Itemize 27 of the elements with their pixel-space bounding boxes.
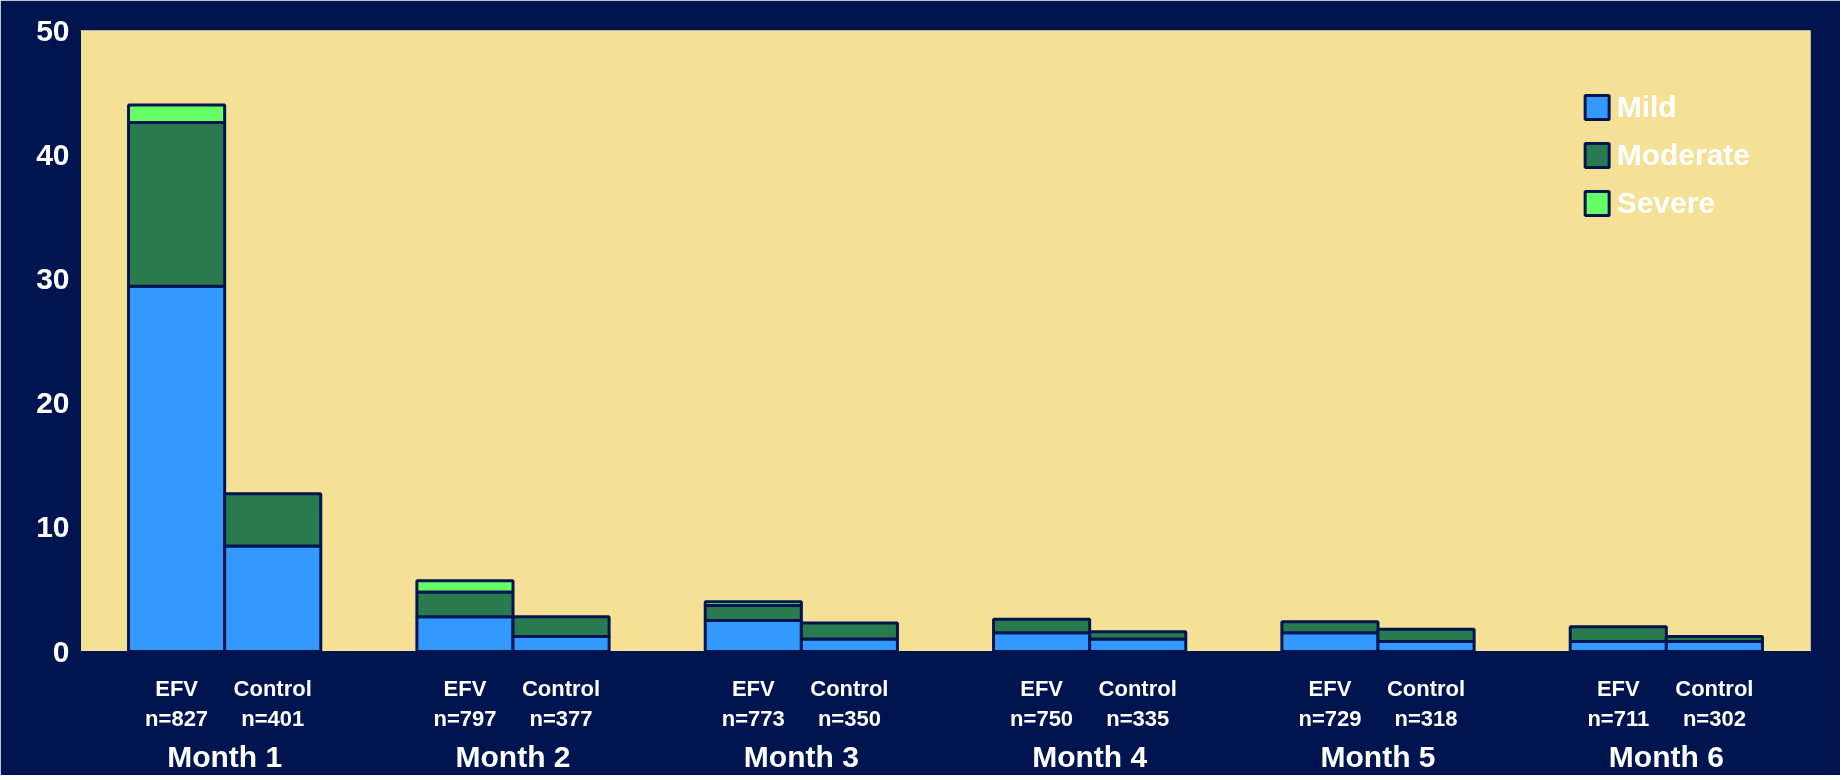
y-tick-label: 40 (36, 137, 70, 171)
x-tick-label: EFV n=711 (1587, 675, 1650, 731)
x-tick-label: Control n=302 (1675, 675, 1754, 731)
legend-label: Mild (1616, 90, 1677, 124)
x-tick-label: Control n=318 (1386, 675, 1466, 731)
x-tick-label: EFV n=729 (1298, 675, 1362, 731)
y-tick-label: 20 (36, 386, 70, 420)
y-tick-label: 30 (36, 261, 70, 295)
text: Month 1 (167, 739, 283, 773)
x-tick-label: Control n=335 (1098, 675, 1177, 731)
y-tick-label: 0 (52, 634, 70, 668)
text: Month 4 (1032, 739, 1148, 773)
text: Month 3 (743, 739, 859, 773)
legend-label: Severe (1616, 186, 1716, 220)
x-tick-label: EFV n=827 (145, 675, 209, 731)
x-tick-label: Control n=350 (810, 675, 889, 731)
y-tick-label: 50 (36, 13, 70, 47)
text: Month 2 (455, 739, 571, 773)
legend-label: Moderate (1616, 138, 1750, 172)
x-tick-label: EFV n=750 (1010, 675, 1074, 731)
text: Month 6 (1608, 739, 1724, 773)
x-tick-label: EFV n=797 (433, 675, 497, 731)
x-tick-label: EFV n=773 (721, 675, 785, 731)
x-tick-label: Control n=377 (521, 675, 601, 731)
text: Month 5 (1320, 739, 1436, 773)
x-tick-label: Control n=401 (233, 675, 312, 731)
y-tick-label: 10 (36, 510, 70, 544)
